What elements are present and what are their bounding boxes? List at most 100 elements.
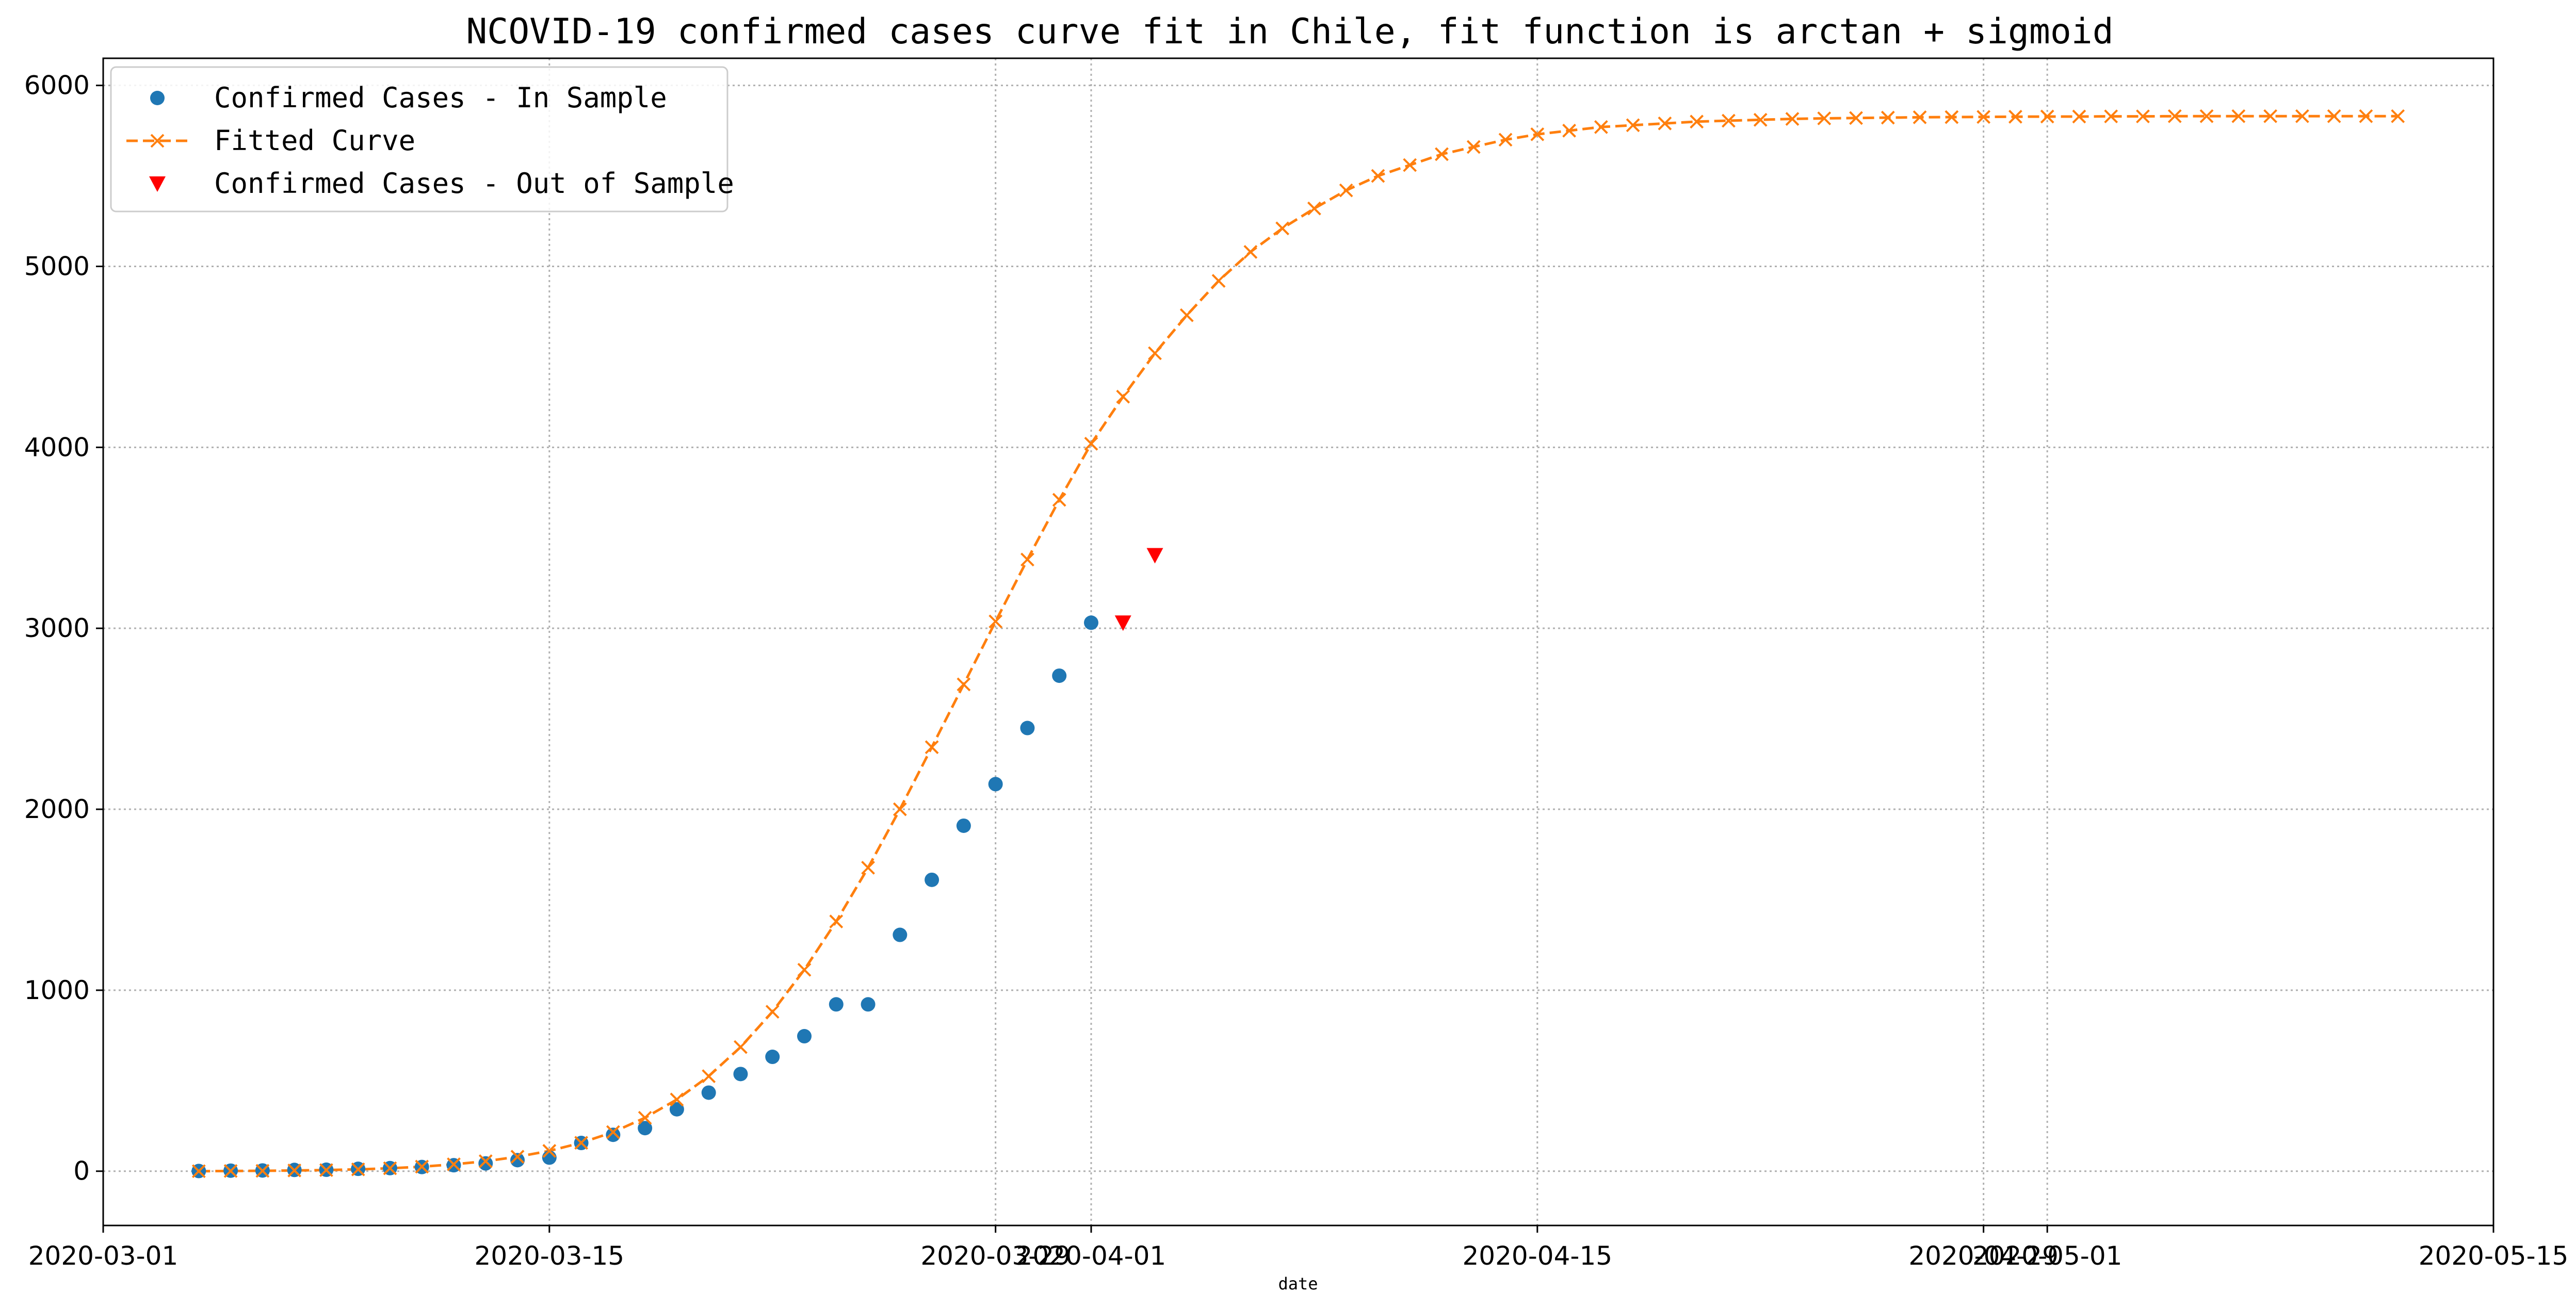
fitted-point-stroke xyxy=(1530,127,1545,141)
fitted-point-stroke xyxy=(606,1125,620,1139)
fitted-point-stroke xyxy=(1817,111,1832,125)
fitted-point xyxy=(447,1157,461,1171)
fitted-point xyxy=(734,1040,748,1054)
fitted-point-stroke xyxy=(478,1154,493,1168)
fitted-point-stroke xyxy=(1403,158,1417,172)
fitted-point xyxy=(478,1154,493,1168)
fitted-point-stroke xyxy=(925,740,939,755)
in-sample-point xyxy=(956,818,971,833)
fitted-point xyxy=(319,1163,333,1178)
fitted-point xyxy=(1435,147,1449,161)
in-sample-point xyxy=(733,1067,748,1082)
fitted-point xyxy=(287,1163,302,1178)
legend-label-fitted: Fitted Curve xyxy=(214,124,415,157)
fitted-point-stroke xyxy=(1753,112,1768,127)
fitted-point-stroke xyxy=(2231,109,2246,123)
fitted-point-stroke xyxy=(2072,109,2086,124)
fitted-point xyxy=(1690,115,1704,129)
y-tick-label: 4000 xyxy=(24,432,90,462)
fitted-point xyxy=(670,1092,684,1107)
fitted-point-stroke xyxy=(957,677,971,692)
fitted-point xyxy=(1116,389,1130,404)
in-sample-point xyxy=(701,1085,716,1100)
fitted-point-stroke xyxy=(861,860,875,875)
fitted-point-stroke xyxy=(1562,123,1576,138)
in-sample-point xyxy=(1083,615,1098,630)
fitted-point-stroke xyxy=(1785,112,1800,126)
legend-label-in-sample: Confirmed Cases - In Sample xyxy=(214,81,667,114)
fitted-point xyxy=(925,740,939,755)
fitted-point xyxy=(2104,109,2118,124)
y-tick-label: 3000 xyxy=(24,613,90,643)
fitted-point xyxy=(1466,140,1481,154)
fitted-point xyxy=(1753,112,1768,127)
fitted-point-stroke xyxy=(255,1164,270,1178)
fitted-point-stroke xyxy=(1371,169,1385,183)
in-sample-point xyxy=(638,1121,653,1136)
x-tick-label: 2020-04-01 xyxy=(1016,1241,1167,1271)
fitted-point xyxy=(383,1161,397,1175)
fitted-point xyxy=(1179,308,1194,322)
fitted-point-stroke xyxy=(1626,118,1640,133)
fitted-point xyxy=(1084,436,1098,451)
fitted-point-stroke xyxy=(1020,552,1034,567)
fitted-point-stroke xyxy=(797,962,812,977)
fitted-point-stroke xyxy=(638,1110,652,1125)
fitted-point xyxy=(1052,493,1066,507)
plot-frame xyxy=(102,57,2494,1227)
fitted-point-stroke xyxy=(1594,120,1608,134)
fitted-point xyxy=(957,677,971,692)
fitted-point xyxy=(702,1069,716,1083)
fitted-point-stroke xyxy=(287,1163,302,1178)
fitted-point-stroke xyxy=(2359,109,2373,123)
fitted-point-stroke xyxy=(1116,389,1130,404)
fitted-point-stroke xyxy=(829,914,844,928)
fitted-point-stroke xyxy=(1945,110,1959,124)
fitted-point-stroke xyxy=(1722,113,1736,128)
y-tick-label: 1000 xyxy=(24,975,90,1005)
y-tick-label: 2000 xyxy=(24,794,90,824)
fitted-point-stroke xyxy=(574,1136,589,1150)
x-tick-label: 2020-05-01 xyxy=(1972,1241,2123,1271)
axis-ticks: 2020-03-01 2020-03-15 2020-03-292020-04-01… xyxy=(24,71,2569,1271)
legend-box xyxy=(110,66,728,212)
fitted-point xyxy=(1307,201,1321,216)
fitted-point-stroke xyxy=(415,1159,429,1174)
fitted-point xyxy=(2231,109,2246,123)
fitted-point xyxy=(415,1159,429,1174)
fitted-point-stroke xyxy=(1881,110,1895,125)
fitted-curve-path xyxy=(199,115,2398,1173)
fitted-point-stroke xyxy=(1976,110,1991,124)
fitted-point-stroke xyxy=(1307,201,1321,216)
fitted-point xyxy=(1849,111,1863,125)
fitted-point-stroke xyxy=(2295,109,2309,123)
fitted-point xyxy=(2040,109,2054,124)
fitted-point xyxy=(2072,109,2086,124)
in-sample-point xyxy=(988,777,1003,792)
fitted-point-stroke xyxy=(2136,109,2150,124)
x-tick-label: 2020-03-15 xyxy=(475,1241,625,1271)
fitted-point-stroke xyxy=(1849,111,1863,125)
x-tick-label: 2020-03-01 xyxy=(28,1241,179,1271)
fitted-point xyxy=(606,1125,620,1139)
fitted-point-stroke xyxy=(1148,346,1162,361)
chart-title: NCOVID-19 confirmed cases curve fit in C… xyxy=(466,11,2113,52)
out-of-sample-point xyxy=(1146,548,1163,564)
in-sample-point xyxy=(1020,721,1035,735)
fitted-point xyxy=(1594,120,1608,134)
fitted-point-stroke xyxy=(1435,147,1449,161)
in-sample-point xyxy=(893,927,908,942)
in-sample-point xyxy=(510,1153,525,1168)
fitted-point-stroke xyxy=(447,1157,461,1171)
out-of-sample-point xyxy=(1114,615,1131,631)
fitted-point xyxy=(1530,127,1545,141)
in-sample-point xyxy=(542,1150,557,1165)
fitted-point-stroke xyxy=(319,1163,333,1178)
fitted-point xyxy=(1785,112,1800,126)
fitted-point xyxy=(893,802,907,816)
fitted-point-stroke xyxy=(1658,116,1672,130)
fitted-point-stroke xyxy=(734,1040,748,1054)
fitted-point xyxy=(1817,111,1832,125)
in-sample-point xyxy=(925,872,939,887)
